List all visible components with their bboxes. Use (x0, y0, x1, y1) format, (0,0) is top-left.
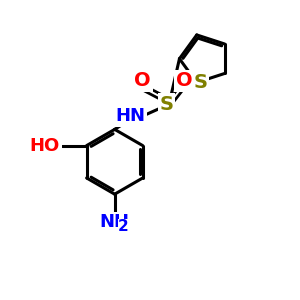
Text: S: S (193, 73, 207, 92)
Text: O: O (134, 71, 151, 90)
Text: HO: HO (30, 136, 60, 154)
Text: 2: 2 (118, 219, 129, 234)
Text: S: S (159, 95, 173, 114)
Text: HN: HN (116, 107, 146, 125)
Text: O: O (176, 71, 192, 90)
Text: NH: NH (100, 213, 130, 231)
